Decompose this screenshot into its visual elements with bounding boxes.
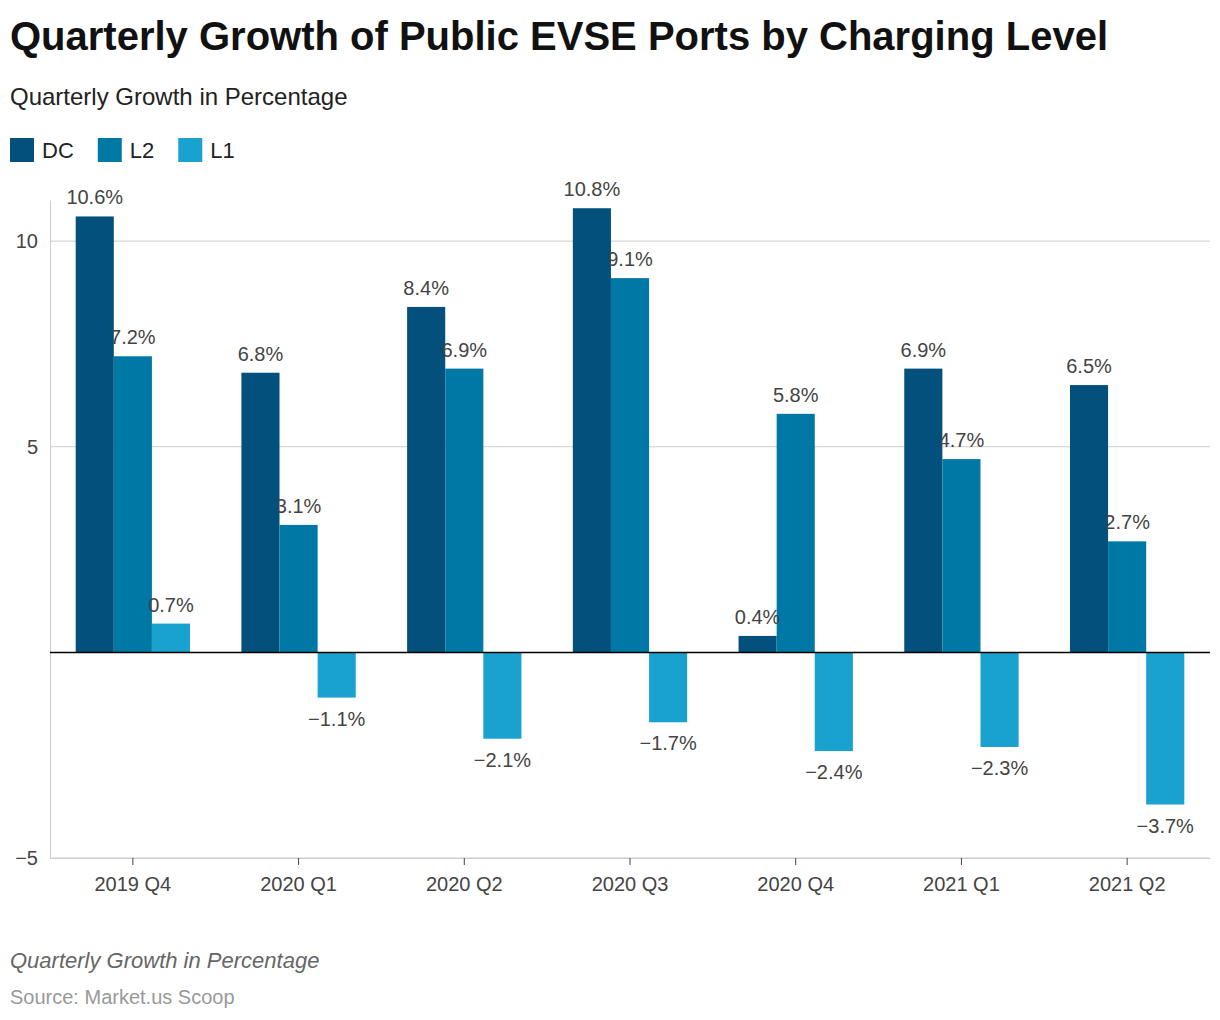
y-tick: −5 — [15, 847, 50, 869]
legend: DC L2 L1 — [10, 138, 235, 163]
x-tick-label: 2019 Q4 — [94, 873, 171, 895]
y-tick: 10 — [16, 230, 50, 252]
x-tick: 2020 Q4 — [757, 858, 834, 895]
y-axis-line — [50, 201, 51, 859]
bar — [1070, 385, 1108, 652]
caption: Quarterly Growth in Percentage — [10, 948, 319, 973]
series — [152, 624, 1184, 805]
data-label: 0.7% — [148, 594, 194, 616]
x-tick-label: 2021 Q1 — [923, 873, 1000, 895]
x-tick-mark — [795, 858, 796, 865]
legend-item: L1 — [178, 138, 234, 163]
grid — [50, 241, 1210, 858]
data-labels: 10.6% 6.8% 8.4% 10.8% 0.4% 6.9% 6.5% 7.2% 3.1% 6.… — [66, 178, 1194, 836]
x-tick-mark — [1127, 858, 1128, 865]
data-label: 9.1% — [607, 248, 653, 270]
x-tick: 2020 Q3 — [592, 858, 669, 895]
data-label: 3.1% — [276, 495, 322, 517]
legend-swatch — [98, 138, 122, 162]
x-tick: 2021 Q1 — [923, 858, 1000, 895]
baseline — [50, 652, 1210, 654]
bar — [649, 652, 687, 722]
y-tick-label: 10 — [16, 230, 38, 252]
x-tick: 2021 Q2 — [1089, 858, 1166, 895]
y-tick-label: 5 — [27, 436, 38, 458]
bar — [318, 652, 356, 697]
x-tick-label: 2020 Q2 — [426, 873, 503, 895]
grid-line — [50, 241, 1210, 242]
legend-label: L1 — [210, 138, 234, 163]
y-tick: 5 — [27, 436, 50, 458]
x-tick-mark — [298, 858, 299, 865]
legend-item: DC — [10, 138, 74, 163]
x-tick-label: 2020 Q4 — [757, 873, 834, 895]
data-label: 6.8% — [238, 343, 284, 365]
chart: Quarterly Growth of Public EVSE Ports by… — [0, 0, 1220, 1020]
x-tick-mark — [464, 858, 465, 865]
x-tick-mark — [132, 858, 133, 865]
data-label: −3.7% — [1137, 815, 1194, 837]
bar — [1108, 541, 1146, 652]
bar — [76, 216, 114, 652]
x-tick-mark — [961, 858, 962, 865]
x-tick-label: 2021 Q2 — [1089, 873, 1166, 895]
data-label: −2.3% — [971, 757, 1028, 779]
data-label: 7.2% — [110, 326, 156, 348]
data-label: 10.8% — [564, 178, 621, 200]
data-label: 5.8% — [773, 384, 819, 406]
bar — [739, 636, 777, 652]
bar — [904, 369, 942, 653]
data-label: 4.7% — [939, 429, 985, 451]
series — [76, 208, 1108, 652]
legend-label: L2 — [130, 138, 154, 163]
legend-label: DC — [42, 138, 74, 163]
data-label: −1.1% — [308, 708, 365, 730]
data-label: −2.4% — [805, 761, 862, 783]
x-tick-mark — [630, 858, 631, 865]
x-tick: 2020 Q2 — [426, 858, 503, 895]
bar — [1146, 652, 1184, 804]
data-label: 6.9% — [441, 339, 487, 361]
bar — [980, 652, 1018, 747]
y-axis: −5 5 10 — [15, 201, 50, 869]
data-label: 8.4% — [403, 277, 449, 299]
source: Source: Market.us Scoop — [10, 986, 235, 1008]
bar — [815, 652, 853, 751]
data-label: 10.6% — [66, 186, 123, 208]
x-tick: 2019 Q4 — [94, 858, 171, 895]
data-label: −1.7% — [639, 732, 696, 754]
x-tick-label: 2020 Q3 — [592, 873, 669, 895]
bar — [573, 208, 611, 652]
bar — [241, 373, 279, 653]
bar — [611, 278, 649, 652]
legend-swatch — [178, 138, 202, 162]
data-label: 6.5% — [1066, 355, 1112, 377]
legend-swatch — [10, 138, 34, 162]
legend-item: L2 — [98, 138, 154, 163]
x-tick: 2020 Q1 — [260, 858, 337, 895]
bar — [483, 652, 521, 738]
bar — [942, 459, 980, 652]
data-label: 2.7% — [1104, 511, 1150, 533]
bar — [152, 624, 190, 653]
data-label: 0.4% — [735, 606, 781, 628]
subtitle: Quarterly Growth in Percentage — [10, 83, 348, 110]
x-tick-label: 2020 Q1 — [260, 873, 337, 895]
bar — [777, 414, 815, 653]
data-label: 6.9% — [901, 339, 947, 361]
bar — [407, 307, 445, 652]
bars — [76, 208, 1185, 804]
bar — [280, 525, 318, 652]
x-axis: 2019 Q4 2020 Q1 2020 Q2 2020 Q3 2020 Q4 2021 … — [51, 858, 1211, 895]
bar — [445, 369, 483, 653]
y-tick-label: −5 — [15, 847, 38, 869]
series — [114, 278, 1146, 652]
bar — [114, 356, 152, 652]
data-label: −2.1% — [474, 749, 531, 771]
title: Quarterly Growth of Public EVSE Ports by… — [10, 14, 1108, 58]
